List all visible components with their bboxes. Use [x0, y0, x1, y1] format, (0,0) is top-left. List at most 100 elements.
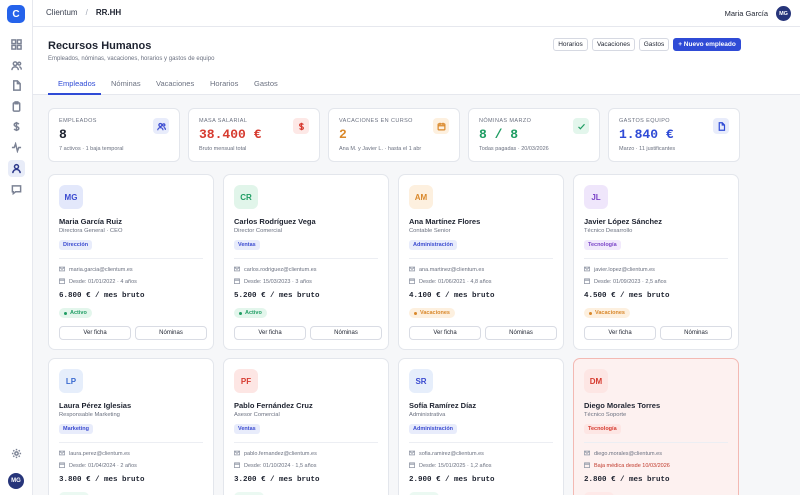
breadcrumb-separator: / — [85, 8, 88, 17]
since-text: Desde: 15/01/2025 · 1,2 años — [419, 463, 492, 469]
employee-card[interactable]: LP Laura Pérez Iglesias Responsable Market… — [48, 358, 214, 495]
divider — [234, 258, 378, 259]
settings-icon[interactable] — [8, 445, 25, 462]
divider — [59, 442, 203, 443]
activity-icon[interactable] — [8, 139, 25, 156]
email-text: javier.lopez@clientum.es — [594, 267, 655, 273]
since-text: Desde: 01/10/2024 · 1,5 años — [244, 463, 317, 469]
chat-icon[interactable] — [8, 181, 25, 198]
app-logo[interactable]: C — [7, 5, 25, 23]
clipboard-icon[interactable] — [8, 98, 25, 115]
payroll-button[interactable]: Nóminas — [310, 326, 382, 340]
users-icon[interactable] — [8, 57, 25, 74]
employee-salary: 2.800 € / mes bruto — [584, 476, 670, 484]
employee-avatar: PF — [234, 369, 258, 393]
department-badge: Tecnología — [584, 424, 621, 434]
vacaciones-button[interactable]: Vacaciones — [592, 38, 635, 51]
topbar: Clientum / RR.HH Maria García MG — [33, 0, 800, 27]
user-avatar[interactable]: MG — [776, 6, 791, 21]
tab-nominas[interactable]: Nóminas — [111, 79, 141, 88]
status-badge: Activo — [234, 308, 267, 318]
view-profile-button[interactable]: Ver ficha — [234, 326, 306, 340]
employee-card[interactable]: JL Javier López Sánchez Técnico Desarrollo… — [573, 174, 739, 350]
employee-avatar: DM — [584, 369, 608, 393]
stat-label: Nóminas marzo — [479, 118, 532, 124]
payroll-button[interactable]: Nóminas — [660, 326, 732, 340]
employee-card[interactable]: CR Carlos Rodríguez Vega Director Comercia… — [223, 174, 389, 350]
employee-card[interactable]: MG Maria García Ruiz Directora General · C… — [48, 174, 214, 350]
calendar-icon — [58, 462, 69, 470]
stat-card: Nóminas marzo 8 / 8 Todas pagadas · 20/03/… — [468, 108, 600, 162]
page-header: Recursos Humanos Empleados, nóminas, vac… — [33, 27, 800, 73]
payroll-button[interactable]: Nóminas — [135, 326, 207, 340]
employee-email: diego.morales@clientum.es — [583, 450, 662, 458]
employee-since: Desde: 01/04/2024 · 2 años — [58, 462, 137, 470]
status-text: Activo — [245, 310, 262, 316]
tab-gastos[interactable]: Gastos — [254, 79, 278, 88]
user-name[interactable]: Maria García — [724, 9, 768, 18]
divider — [59, 258, 203, 259]
person-icon[interactable] — [8, 160, 25, 177]
tab-bar: Empleados Nóminas Vacaciones Horarios Ga… — [33, 73, 800, 95]
divider — [584, 258, 728, 259]
stat-note: Marzo · 11 justificantes — [619, 146, 676, 152]
status-dot — [239, 311, 242, 315]
status-dot — [64, 311, 67, 315]
horarios-button[interactable]: Horarios — [553, 38, 588, 51]
stat-card: Empleados 8 7 activos · 1 baja temporal — [48, 108, 180, 162]
stat-card: Gastos equipo 1.840 € Marzo · 11 justifica… — [608, 108, 740, 162]
employee-email: sofia.ramirez@clientum.es — [408, 450, 484, 458]
mail-icon — [408, 450, 419, 458]
since-text: Baja médica desde 10/03/2026 — [594, 463, 670, 469]
employee-role: Administrativa — [409, 412, 446, 418]
view-profile-button[interactable]: Ver ficha — [409, 326, 481, 340]
employee-role: Técnico Desarrollo — [584, 228, 633, 234]
employee-email: javier.lopez@clientum.es — [583, 266, 655, 274]
employee-email: carlos.rodriguez@clientum.es — [233, 266, 317, 274]
email-text: diego.morales@clientum.es — [594, 451, 662, 457]
email-text: carlos.rodriguez@clientum.es — [244, 267, 317, 273]
employee-salary: 4.100 € / mes bruto — [409, 292, 495, 300]
status-text: Vacaciones — [595, 310, 625, 316]
employee-card[interactable]: AM Ana Martínez Flores Contable Senior Admi… — [398, 174, 564, 350]
employee-since: Desde: 15/03/2023 · 3 años — [233, 278, 312, 286]
since-text: Desde: 01/09/2023 · 2,5 años — [594, 279, 667, 285]
status-dot — [414, 311, 417, 315]
employee-name: Sofía Ramírez Díaz — [409, 401, 477, 410]
since-text: Desde: 01/06/2021 · 4,8 años — [419, 279, 492, 285]
breadcrumb-root[interactable]: Clientum — [46, 8, 78, 17]
email-text: maria.garcia@clientum.es — [69, 267, 133, 273]
grid-icon[interactable] — [8, 36, 25, 53]
stat-note: 7 activos · 1 baja temporal — [59, 146, 124, 152]
view-profile-button[interactable]: Ver ficha — [584, 326, 656, 340]
breadcrumb-current: RR.HH — [95, 8, 122, 17]
mail-icon — [58, 450, 69, 458]
tab-vacaciones[interactable]: Vacaciones — [156, 79, 195, 88]
employee-avatar: AM — [409, 185, 433, 209]
employee-email: ana.martinez@clientum.es — [408, 266, 484, 274]
dollar-icon — [293, 118, 309, 134]
employee-name: Carlos Rodríguez Vega — [234, 217, 316, 226]
employee-card[interactable]: DM Diego Morales Torres Técnico Soporte Tec… — [573, 358, 739, 495]
stat-value: 38.400 € — [199, 127, 262, 142]
tab-empleados[interactable]: Empleados — [58, 79, 96, 88]
stat-note: Ana M. y Javier L. · hasta el 1 abr — [339, 146, 422, 152]
sidebar-user-avatar[interactable]: MG — [8, 473, 24, 489]
employee-salary: 3.200 € / mes bruto — [234, 476, 320, 484]
calendar-icon — [583, 278, 594, 286]
stat-label: Empleados — [59, 118, 97, 124]
department-badge: Marketing — [59, 424, 93, 434]
view-profile-button[interactable]: Ver ficha — [59, 326, 131, 340]
dollar-icon[interactable] — [8, 118, 25, 135]
employee-avatar: CR — [234, 185, 258, 209]
employee-card[interactable]: SR Sofía Ramírez Díaz Administrativa Admini… — [398, 358, 564, 495]
tab-horarios[interactable]: Horarios — [210, 79, 239, 88]
new-employee-button[interactable]: + Nuevo empleado — [673, 38, 741, 51]
status-badge-partial — [409, 492, 439, 495]
employee-since: Desde: 01/06/2021 · 4,8 años — [408, 278, 492, 286]
document-icon[interactable] — [8, 77, 25, 94]
gastos-button[interactable]: Gastos — [639, 38, 669, 51]
payroll-button[interactable]: Nóminas — [485, 326, 557, 340]
employee-role: Directora General · CEO — [59, 228, 123, 234]
employee-card[interactable]: PF Pablo Fernández Cruz Asesor Comercial Ve… — [223, 358, 389, 495]
